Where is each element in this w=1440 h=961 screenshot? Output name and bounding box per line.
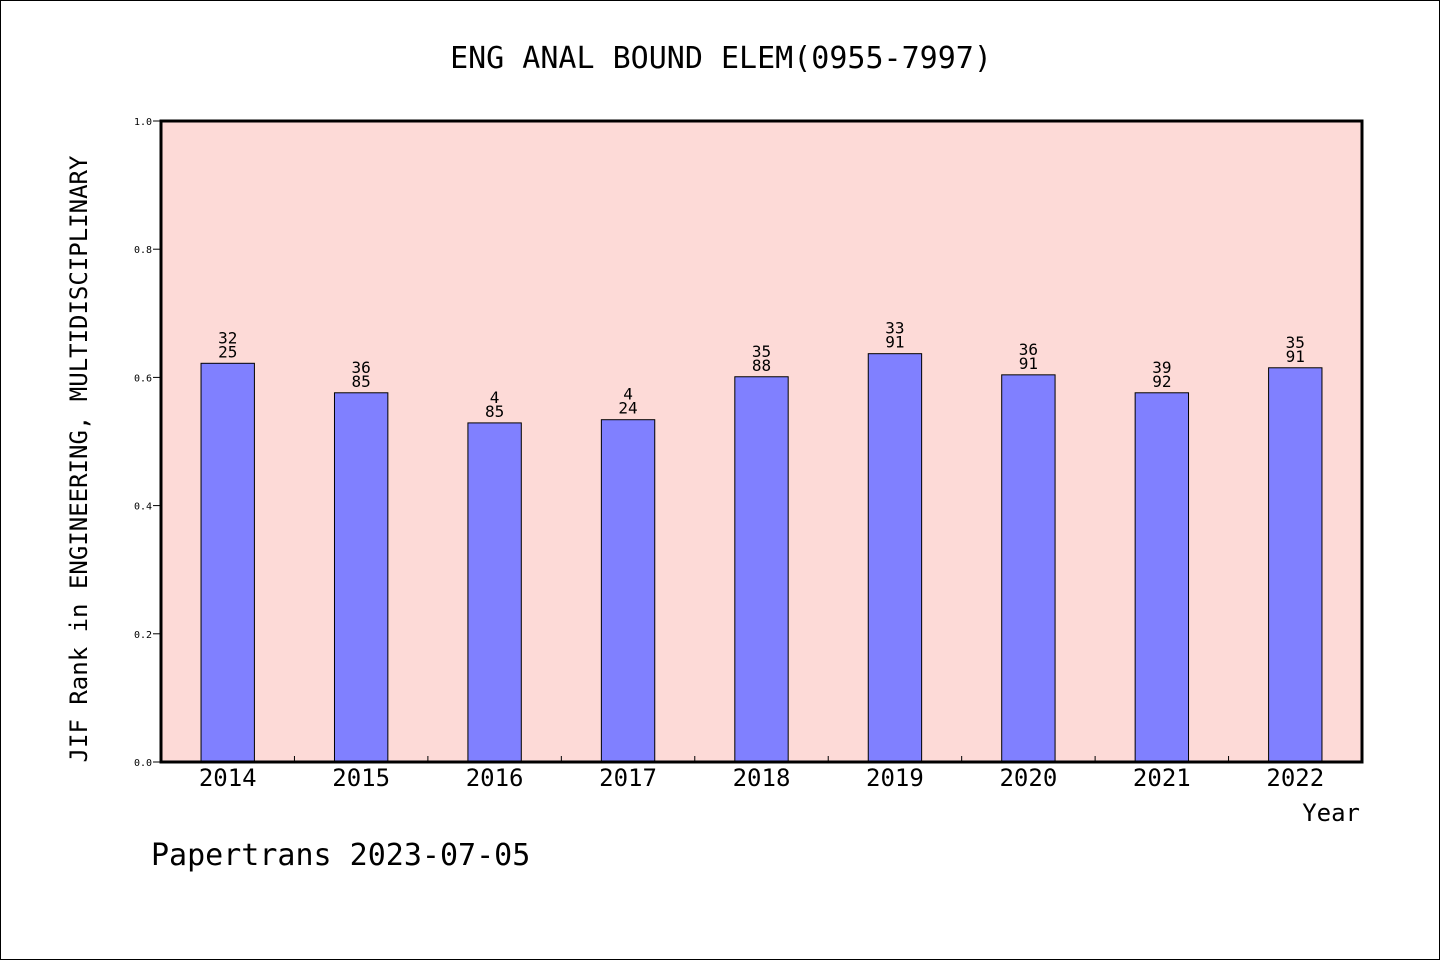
bar-2014 (200, 362, 255, 763)
y-axis: 0.0 0.2 0.4 0.6 0.8 1.0 (134, 117, 161, 769)
y-tick-label: 0.2 (134, 630, 152, 641)
x-tick-label: 2014 (199, 764, 257, 792)
bar-label-top: 39 (1152, 358, 1171, 377)
x-tick-label: 2022 (1266, 764, 1324, 792)
x-tick-label: 2015 (332, 764, 390, 792)
bar-label-top: 4 (623, 385, 633, 404)
bar-2021 (1134, 392, 1190, 763)
x-tick-label: 2021 (1133, 764, 1191, 792)
bar-label-bottom: 91 (1286, 347, 1305, 366)
y-tick-label: 0.0 (134, 758, 152, 769)
x-tick-label: 2019 (866, 764, 924, 792)
bar-label-bottom: 24 (618, 399, 637, 418)
x-axis: 2014 2015 2016 2017 2018 2019 2020 2021 2022 (199, 756, 1324, 792)
x-tick-label: 2020 (999, 764, 1057, 792)
y-axis-label: JIF Rank in ENGINEERING, MULTIDISCIPLINA… (65, 155, 93, 762)
bar-2020 (1001, 374, 1056, 763)
bar-2022 (1268, 367, 1323, 763)
bar-label-bottom: 91 (1019, 354, 1038, 373)
bar-2018 (734, 376, 789, 763)
bar-2019 (867, 353, 923, 763)
bar-label-top: 4 (490, 388, 500, 407)
y-tick-label: 0.4 (134, 502, 152, 513)
chart-title: ENG ANAL BOUND ELEM(0955-7997) (450, 41, 992, 76)
bar-label-bottom: 85 (352, 372, 371, 391)
bar-label-bottom: 92 (1152, 372, 1171, 391)
bar-label-bottom: 25 (218, 342, 237, 361)
bar-label-bottom: 88 (752, 356, 771, 375)
footer-credit: Papertrans 2023-07-05 (151, 838, 530, 873)
x-axis-label: Year (1302, 799, 1360, 827)
bar-2017 (600, 419, 656, 763)
x-tick-label: 2017 (599, 764, 657, 792)
bar-label-bottom: 85 (485, 402, 504, 421)
bar-label-top: 36 (1019, 340, 1038, 359)
bar-label-top: 36 (352, 358, 371, 377)
bar-label-top: 35 (1286, 333, 1305, 352)
y-tick-label: 0.8 (134, 245, 152, 256)
y-tick-label: 0.6 (134, 373, 152, 384)
bar-label-top: 33 (885, 319, 904, 338)
bar-label-top: 35 (752, 342, 771, 361)
bar-label-top: 32 (218, 328, 237, 347)
bar-2016 (467, 422, 522, 763)
y-tick-label: 1.0 (134, 117, 152, 128)
x-tick-label: 2016 (466, 764, 524, 792)
bar-label-bottom: 91 (885, 333, 904, 352)
bar-2015 (333, 392, 389, 763)
x-tick-label: 2018 (733, 764, 791, 792)
plot-frame (159, 119, 1364, 764)
